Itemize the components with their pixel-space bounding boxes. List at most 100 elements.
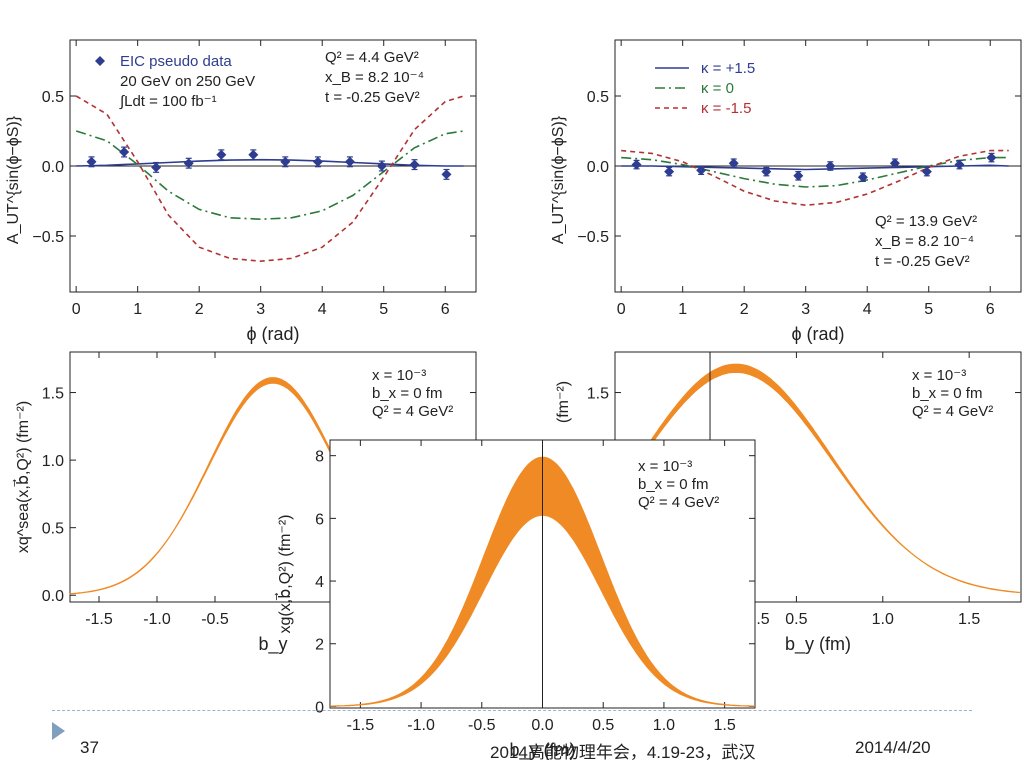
x-tick-label: 0.5 — [785, 611, 807, 628]
x-tick-label: 5 — [379, 301, 388, 318]
x-axis-label: b_y (fm) — [509, 740, 575, 761]
x-tick-label: -1.0 — [143, 611, 171, 628]
chart-asymmetry-right: 0 1 2 3 4 5 6 −0.5 0.0 0.5 ϕ (rad) A_UT^{sin(ϕ−ϕS)}… — [550, 39, 1022, 344]
x-tick-label: 1.5 — [714, 717, 736, 734]
annotation-text: Q² = 13.9 GeV² — [875, 213, 977, 230]
x-tick-label: 3 — [801, 301, 810, 318]
legend-text: κ = 0 — [701, 80, 734, 97]
x-tick-label-partial: .5 — [756, 611, 769, 628]
conference-label: 2014高能物理年会，4.19-23，武汉 — [490, 743, 756, 762]
x-axis-label: b_y (fm) — [785, 634, 851, 655]
legend-text: κ = +1.5 — [701, 60, 755, 77]
data-point — [86, 156, 97, 167]
data-point — [183, 158, 194, 169]
curve-kappa-minus — [621, 149, 1009, 207]
data-point — [409, 159, 420, 170]
y-tick-label: 0.5 — [42, 89, 64, 106]
footer-divider — [52, 710, 972, 711]
x-tick-label: 3 — [256, 301, 265, 318]
legend-text: ∫Ldt = 100 fb⁻¹ — [119, 93, 217, 110]
data-point — [664, 166, 675, 177]
data-point — [119, 147, 130, 157]
annotation-text: x_B = 8.2 10⁻⁴ — [875, 233, 974, 250]
y-axis-label: A_UT^{sin(ϕ−ϕS)} — [5, 115, 22, 244]
data-point — [696, 165, 707, 176]
legend-text: EIC pseudo data — [120, 53, 232, 70]
x-tick-label: 0 — [617, 301, 626, 318]
y-tick-label: 0.0 — [42, 588, 64, 605]
x-tick-label: 1 — [133, 301, 142, 318]
data-point — [151, 162, 162, 173]
x-tick-label: -0.5 — [201, 611, 229, 628]
x-tick-label: 1.0 — [872, 611, 894, 628]
x-axis-label: ϕ (rad) — [791, 324, 844, 344]
x-tick-label: 0.0 — [531, 717, 553, 734]
data-point — [312, 156, 323, 167]
data-point — [825, 161, 836, 171]
curve-kappa-zero — [75, 130, 464, 221]
data-point — [344, 156, 355, 167]
data-point — [728, 158, 739, 169]
y-tick-label: −0.5 — [32, 229, 64, 246]
slide-date: 2014/4/20 — [855, 738, 931, 757]
x-tick-label: -0.5 — [468, 717, 496, 734]
y-tick-label: 8 — [315, 449, 324, 466]
uncertainty-band — [614, 363, 1020, 594]
x-tick-label: 4 — [318, 301, 327, 318]
y-axis-label: xg(x,b⃗,Q²) (fm⁻²) — [274, 514, 294, 633]
x-tick-label: 0 — [72, 301, 81, 318]
annotation-text: b_x = 0 fm — [638, 476, 708, 493]
x-tick-label: 4 — [863, 301, 872, 318]
annotation-text: Q² = 4.4 GeV² — [325, 49, 419, 66]
data-point — [921, 166, 932, 177]
annotation-text: Q² = 4 GeV² — [912, 403, 993, 420]
x-axis-label: b_y — [258, 634, 287, 655]
data-point — [631, 159, 642, 170]
data-point — [857, 172, 868, 183]
annotation-text: x = 10⁻³ — [372, 367, 426, 384]
y-tick-label: 2 — [315, 637, 324, 654]
annotation-text: b_x = 0 fm — [372, 385, 442, 402]
data-point — [889, 158, 900, 169]
data-point — [441, 169, 452, 180]
y-tick-label: −0.5 — [577, 229, 609, 246]
x-tick-label: 0.5 — [592, 717, 614, 734]
y-tick-label: 1.0 — [42, 453, 64, 470]
y-tick-label: 0.0 — [587, 159, 609, 176]
x-tick-label: 1 — [678, 301, 687, 318]
data-point — [761, 166, 772, 177]
x-axis-label: ϕ (rad) — [246, 324, 299, 344]
annotation-text: Q² = 4 GeV² — [372, 403, 453, 420]
y-axis-label: A_UT^{sin(ϕ−ϕS)} — [550, 115, 567, 244]
data-point — [216, 149, 227, 160]
legend-text: 20 GeV on 250 GeV — [120, 73, 255, 90]
annotation-text: x_B = 8.2 10⁻⁴ — [325, 69, 424, 86]
legend-marker — [95, 56, 105, 66]
x-tick-label: -1.5 — [347, 717, 375, 734]
x-tick-label: 6 — [986, 301, 995, 318]
annotation-text: x = 10⁻³ — [912, 367, 966, 384]
curve-kappa-zero — [621, 156, 1009, 188]
y-axis-label: (fm⁻²) — [555, 381, 572, 423]
y-tick-label: 6 — [315, 511, 324, 528]
y-axis-label: xq^sea(x,b⃗,Q²) (fm⁻²) — [12, 401, 32, 553]
y-tick-label: 0 — [315, 699, 324, 716]
data-point — [280, 156, 291, 167]
curve-kappa-plus — [621, 164, 1009, 171]
annotation-text: t = -0.25 GeV² — [325, 89, 420, 106]
annotation-text: x = 10⁻³ — [638, 458, 692, 475]
data-point — [376, 161, 387, 171]
chart-asymmetry-left: 0 1 2 3 4 5 6 −0.5 0.0 0.5 ϕ (rad) A_UT^{sin(ϕ−ϕS)}… — [5, 39, 477, 344]
legend-text: κ = -1.5 — [701, 100, 751, 117]
x-tick-label: -1.5 — [85, 611, 113, 628]
annotation-text: Q² = 4 GeV² — [638, 494, 719, 511]
data-point — [986, 152, 997, 163]
data-point — [954, 159, 965, 170]
x-tick-label: 1.5 — [958, 611, 980, 628]
y-tick-label: 1.5 — [42, 386, 64, 403]
x-tick-label: 1.0 — [653, 717, 675, 734]
curve-kappa-minus — [75, 95, 464, 263]
triangle-bullet-icon — [52, 722, 65, 740]
x-tick-label: 2 — [740, 301, 749, 318]
